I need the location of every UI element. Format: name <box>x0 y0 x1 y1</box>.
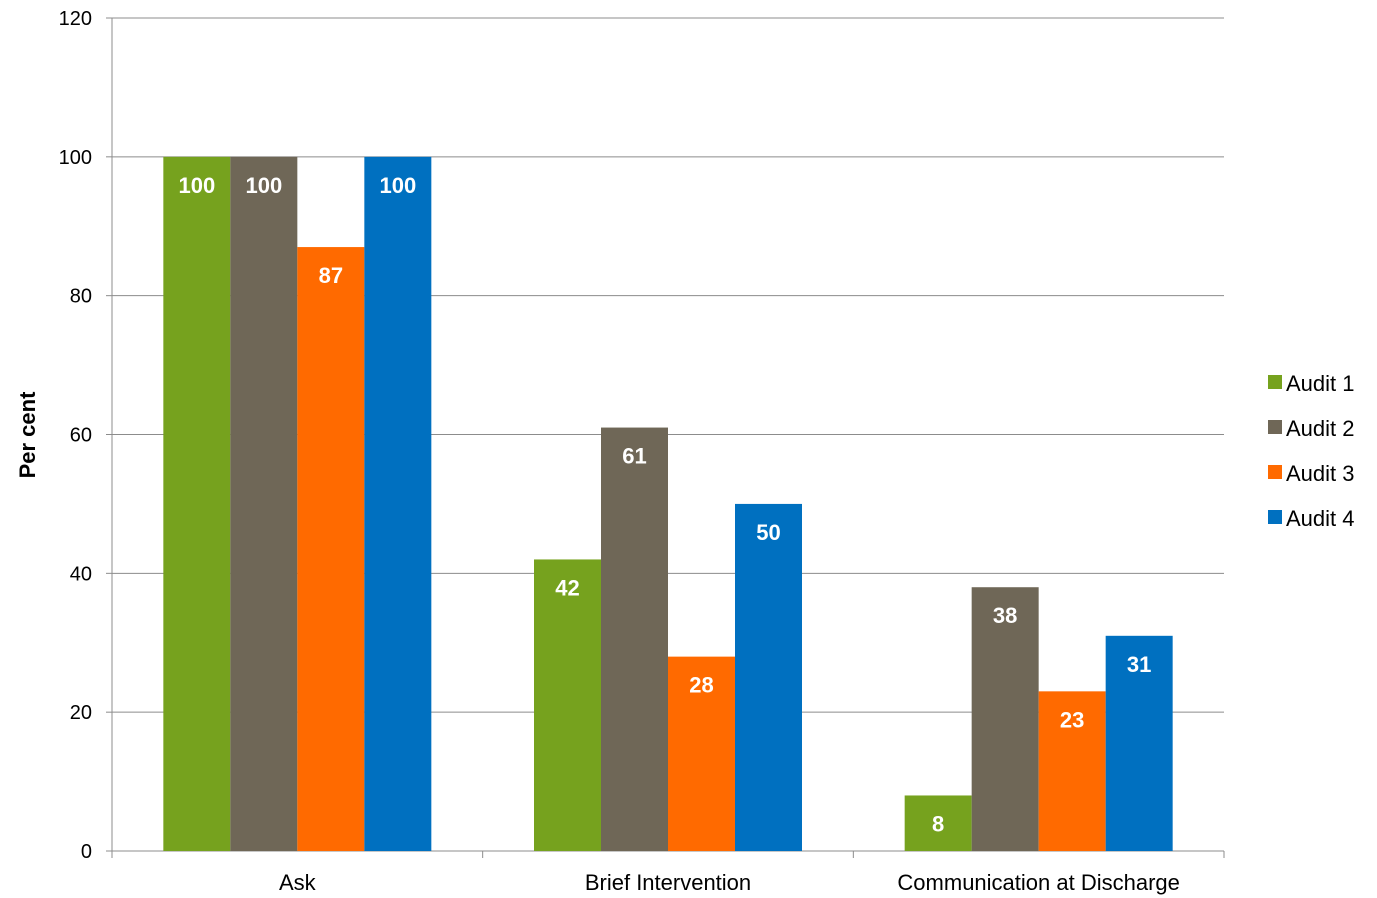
y-tick-label: 20 <box>70 702 92 724</box>
bar <box>1038 691 1106 851</box>
x-category-label: Brief Intervention <box>585 870 751 895</box>
data-label: 61 <box>622 444 646 469</box>
legend-label: Audit 3 <box>1286 461 1355 486</box>
data-label: 50 <box>756 520 780 545</box>
data-labels: 100 100 87 100 42 61 28 50 8 38 23 31 <box>178 173 1151 837</box>
bar <box>297 247 365 851</box>
bar <box>668 656 735 851</box>
data-label: 31 <box>1127 652 1151 677</box>
y-axis-title: Per cent <box>15 391 40 478</box>
legend-swatch <box>1268 420 1282 434</box>
bar <box>163 156 231 852</box>
y-tick-label: 40 <box>70 563 92 585</box>
legend: Audit 1 Audit 2 Audit 3 Audit 4 <box>1268 371 1355 531</box>
legend-swatch <box>1268 465 1282 479</box>
legend-label: Audit 4 <box>1286 506 1355 531</box>
data-label: 23 <box>1060 707 1084 732</box>
bar <box>534 559 601 851</box>
bar <box>230 156 298 852</box>
y-tick-label: 100 <box>59 147 92 169</box>
legend-swatch <box>1268 375 1282 389</box>
y-tick-label: 80 <box>70 286 92 308</box>
data-label: 87 <box>319 263 343 288</box>
bar <box>904 795 972 851</box>
data-label: 42 <box>555 575 579 600</box>
bar <box>735 503 802 851</box>
data-label: 8 <box>932 811 944 836</box>
data-label: 28 <box>689 673 713 698</box>
x-category-label: Communication at Discharge <box>897 870 1179 895</box>
y-tick-label: 120 <box>59 8 92 30</box>
y-tick-label: 60 <box>70 425 92 447</box>
legend-label: Audit 1 <box>1286 371 1355 396</box>
bar <box>601 427 668 851</box>
bar <box>364 156 432 852</box>
data-label: 100 <box>379 173 416 198</box>
data-label: 100 <box>245 173 282 198</box>
bars <box>163 156 1173 852</box>
legend-swatch <box>1268 510 1282 524</box>
y-tick-label: 0 <box>81 841 92 863</box>
data-label: 100 <box>178 173 215 198</box>
x-category-label: Ask <box>279 870 317 895</box>
bar <box>1105 635 1173 851</box>
data-label: 38 <box>993 603 1017 628</box>
bar <box>971 587 1039 851</box>
legend-label: Audit 2 <box>1286 416 1355 441</box>
